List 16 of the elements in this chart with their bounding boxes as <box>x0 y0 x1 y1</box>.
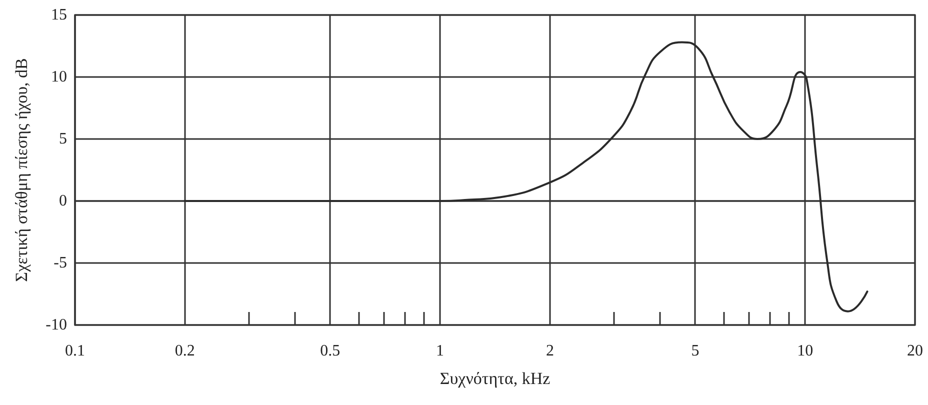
x-tick-label: 0.1 <box>65 342 85 360</box>
x-tick-label: 20 <box>907 342 923 360</box>
x-tick-label: 10 <box>797 342 814 360</box>
y-axis-title: Σχετική στάθμη πίεσης ήχου, dB <box>12 58 31 282</box>
x-axis-title: Συχνότητα, kHz <box>440 369 551 388</box>
y-tick-label: 5 <box>59 130 67 148</box>
y-tick-label: 15 <box>51 6 67 24</box>
x-tick-label: 5 <box>691 342 700 360</box>
y-tick-label: -5 <box>54 254 67 272</box>
x-tick-label: 1 <box>436 342 444 360</box>
x-tick-label: 0.2 <box>174 342 195 360</box>
y-tick-label: 10 <box>51 68 67 86</box>
y-tick-label: 0 <box>59 192 67 210</box>
x-tick-label: 2 <box>546 342 554 360</box>
x-tick-label: 0.5 <box>320 342 340 360</box>
y-tick-label: -10 <box>46 316 67 334</box>
